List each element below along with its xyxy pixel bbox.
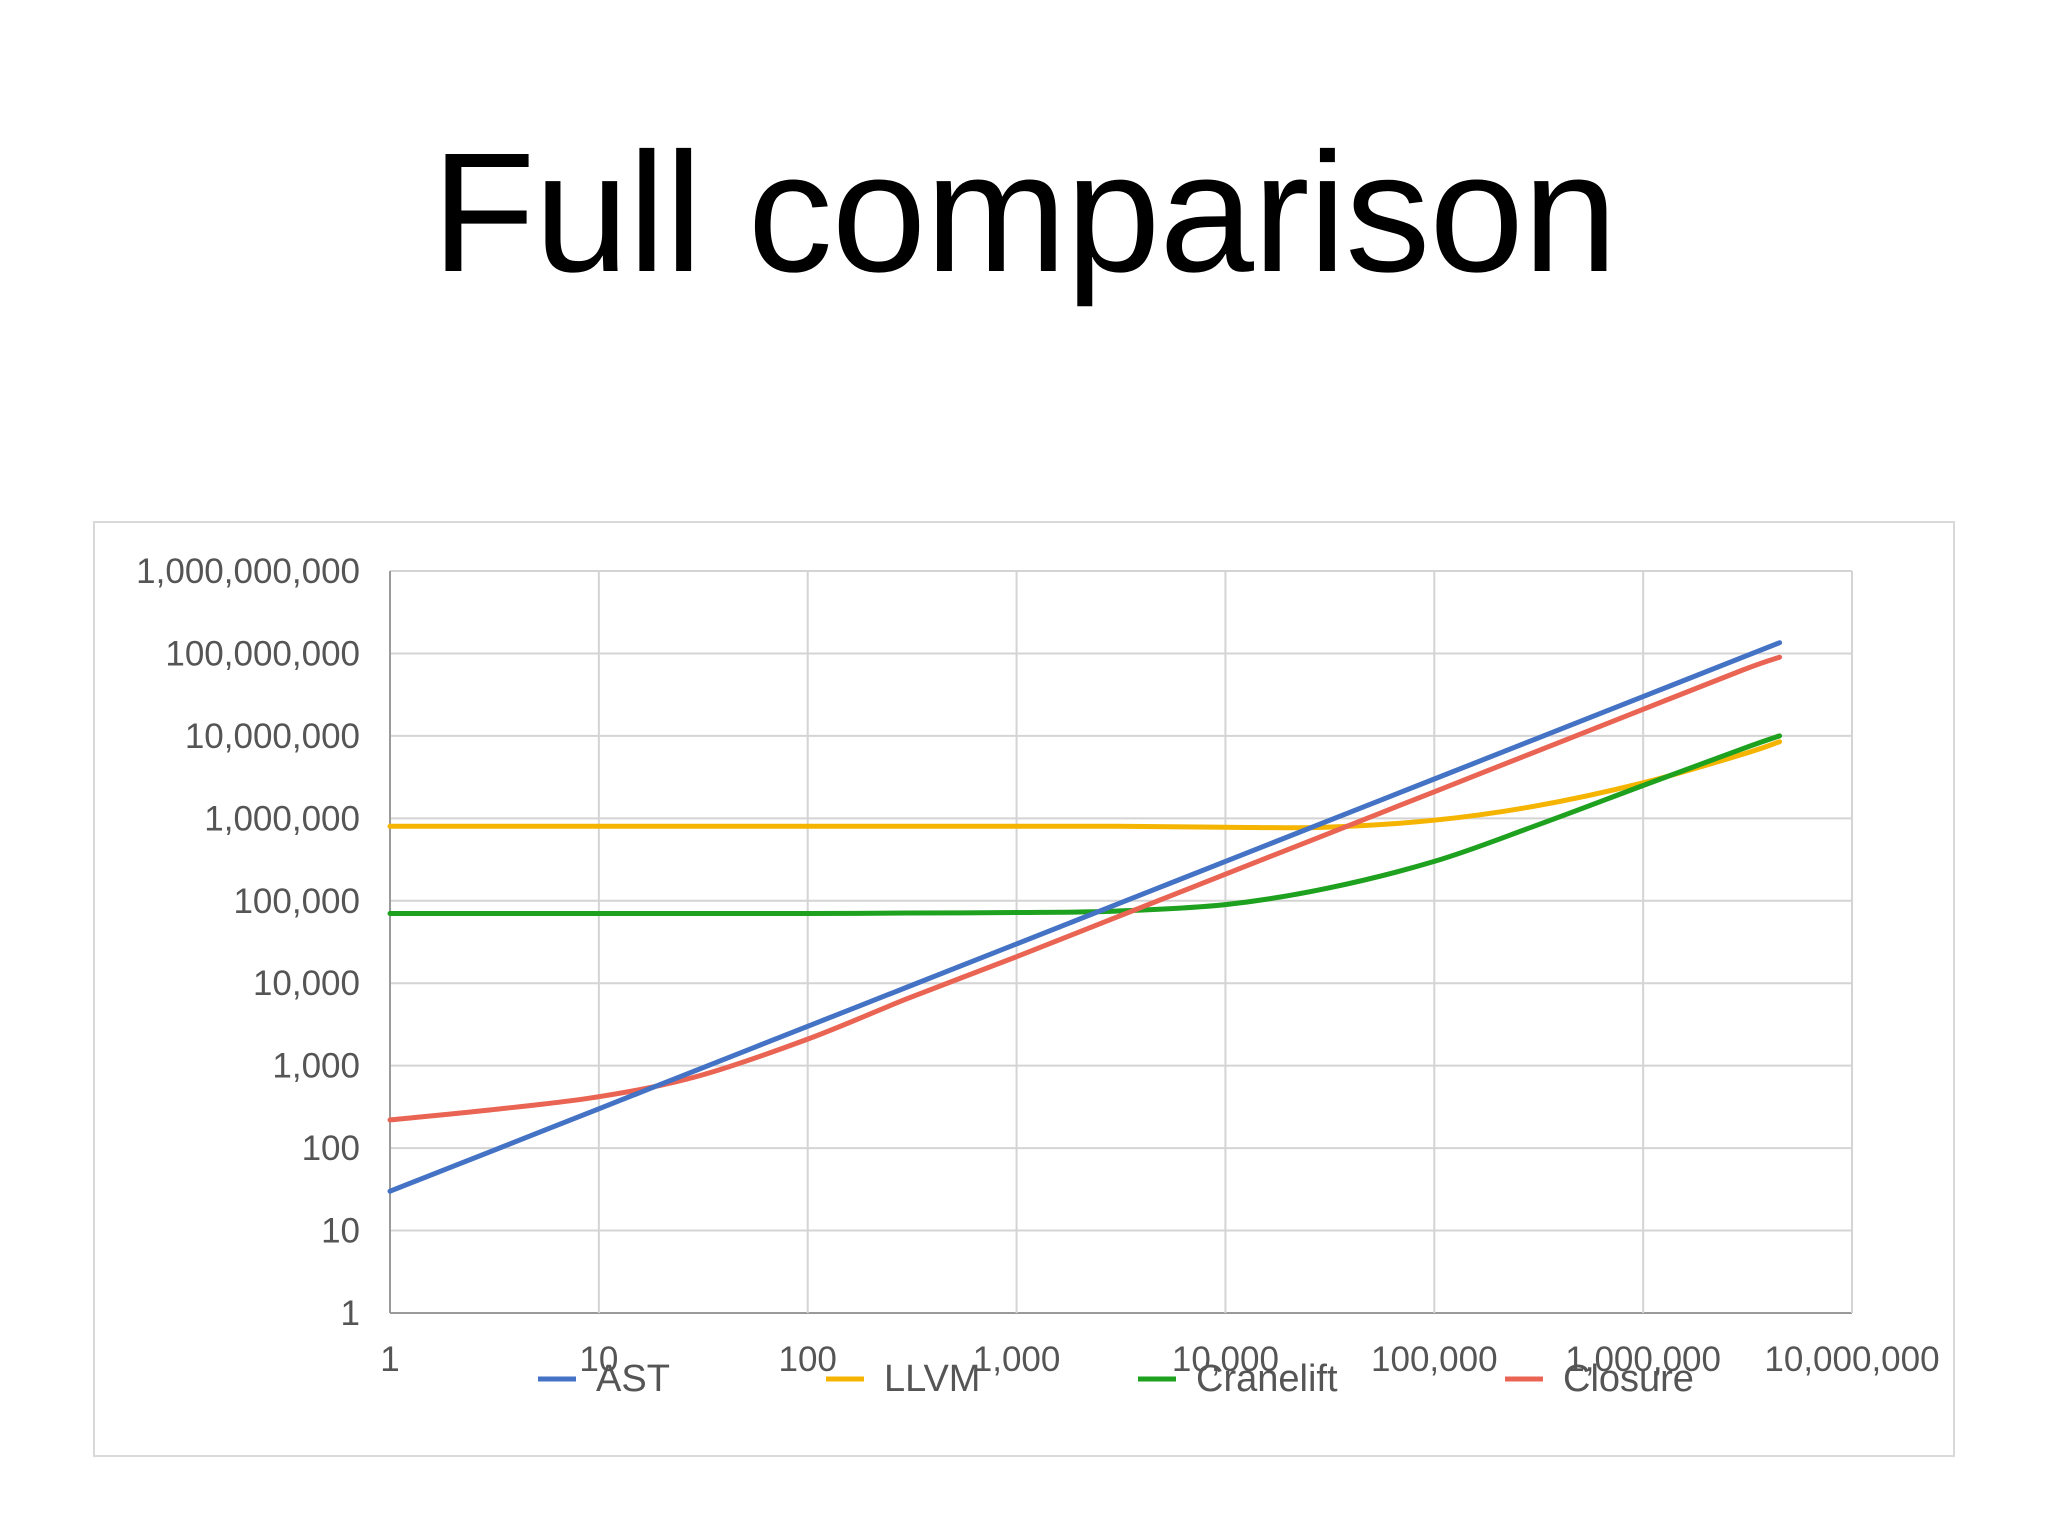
y-tick-label: 100 <box>302 1129 360 1168</box>
y-tick-label: 10,000,000 <box>185 717 360 756</box>
series-line-closure <box>387 654 1783 1123</box>
y-tick-label: 1,000,000 <box>204 799 360 838</box>
x-tick-label: 100,000 <box>1371 1340 1498 1379</box>
y-tick-label: 10,000 <box>253 964 360 1003</box>
series-line-llvm <box>387 739 1783 831</box>
x-tick-label: 1 <box>380 1340 399 1379</box>
y-tick-label: 100,000,000 <box>165 634 360 673</box>
legend-label-llvm: LLVM <box>884 1358 980 1400</box>
x-tick-label: 10,000,000 <box>1764 1340 1939 1379</box>
x-tick-label: 100 <box>779 1340 837 1379</box>
chart-frame: 1 10 100 1,000 10,000 100,000 1,000,000 10,000,… <box>93 521 1955 1457</box>
y-tick-label: 100,000 <box>233 882 360 921</box>
series-line-cranelift <box>387 733 1783 917</box>
y-tick-label: 1 <box>341 1294 360 1333</box>
legend-label-closure: Closure <box>1563 1358 1694 1400</box>
y-tick-label: 1,000,000,000 <box>136 552 360 591</box>
y-tick-label: 10 <box>321 1212 360 1251</box>
legend-label-ast: AST <box>596 1358 670 1400</box>
x-tick-label: 1,000 <box>973 1340 1061 1379</box>
x-tick-label: 10,000 <box>1172 1340 1279 1379</box>
x-tick-label: 1,000,000 <box>1565 1340 1721 1379</box>
slide-title: Full comparison <box>431 118 1618 308</box>
series-line-ast <box>387 640 1783 1194</box>
y-tick-label: 1,000 <box>272 1047 360 1086</box>
line-chart: 1 10 100 1,000 10,000 100,000 1,000,000 10,000,… <box>136 552 1939 1400</box>
legend-label-cranelift: Cranelift <box>1196 1358 1338 1400</box>
x-tick-label: 10 <box>579 1340 618 1379</box>
